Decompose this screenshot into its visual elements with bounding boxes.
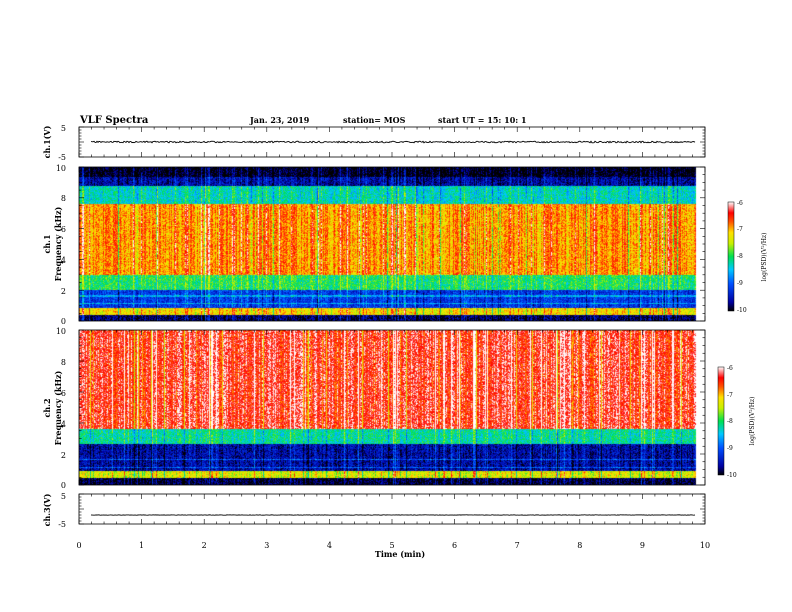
waveform-line [90, 140, 696, 144]
start-time-label: start UT = 15: 10: 1 [438, 115, 527, 125]
ch1-spectrogram-ticks [78, 166, 706, 322]
x-tick-label: 2 [202, 541, 207, 550]
ch3-ytick-bottom: -5 [58, 520, 66, 529]
x-tick-label: 8 [577, 541, 582, 550]
ch1-freq-tick-6: 6 [61, 225, 66, 234]
x-tick-label: 0 [76, 541, 81, 550]
x-tick-label: 6 [452, 541, 457, 550]
cb2-tick-m10: -10 [727, 472, 737, 479]
x-axis-label: Time (min) [375, 549, 425, 559]
ch1-freq-tick-0: 0 [61, 317, 66, 326]
ch1-colorbar: -6 -7 -8 -9 -10 log(PSD)(V²/Hz) [727, 200, 768, 314]
x-tick-label: 3 [264, 541, 269, 550]
ch2-spectrogram-ticks [78, 329, 706, 486]
cb2-tick-m9: -9 [727, 445, 733, 452]
ch2-freq-tick-10: 10 [56, 327, 66, 336]
ch2-freq-tick-2: 2 [61, 451, 66, 460]
ch1-waveform-ylabel: ch.1(V) [42, 125, 52, 158]
x-tick-label: 10 [700, 541, 710, 550]
ch2-colorbar: -6 -7 -8 -9 -10 log(PSD)(V²/Hz) [717, 365, 756, 479]
ch2-freq-tick-4: 4 [61, 420, 66, 429]
x-tick-label: 5 [389, 541, 394, 550]
ch1-spectrogram-ylabel: ch.1Frequency (kHz) [42, 206, 63, 281]
station-label: station= MOS [343, 115, 406, 125]
ylabel-frequency: Frequency (kHz) [53, 206, 63, 281]
cb2-tick-m7: -7 [727, 392, 733, 399]
x-tick-label: 9 [640, 541, 645, 550]
cb2-tick-m6: -6 [727, 365, 733, 372]
cb2-label: log(PSD)(V²/Hz) [749, 397, 756, 446]
ch1-freq-tick-2: 2 [61, 287, 66, 296]
panel-ch2-spectrogram: 0 2 4 6 8 10 ch.2Frequency (kHz) [42, 327, 706, 490]
cb1-label: log(PSD)(V²/Hz) [761, 233, 768, 282]
cb1-tick-m7: -7 [737, 226, 743, 233]
figure-title: VLF Spectra [79, 115, 149, 126]
ch2-freq-tick-6: 6 [61, 389, 66, 398]
ch1-ytick-top: 5 [61, 124, 66, 133]
ch2-freq-tick-8: 8 [61, 358, 66, 367]
ch1-spectrogram-image [79, 167, 705, 321]
x-axis-tick-labels: 0 1 2 3 4 5 6 7 8 9 10 [76, 541, 710, 550]
ylabel-channel: ch.2 [42, 398, 52, 417]
cb2-tick-m8: -8 [727, 418, 733, 425]
cb1-tick-m6: -6 [737, 200, 743, 207]
panel-ch1-spectrogram: 0 2 4 6 8 10 ch.1Frequency (kHz) [42, 164, 706, 326]
x-tick-label: 4 [327, 541, 332, 550]
ch3-waveform-ticks [78, 493, 706, 525]
ch1-freq-tick-4: 4 [61, 256, 66, 265]
ch1-freq-tick-10: 10 [56, 164, 66, 173]
panel-ch3-waveform: 5 -5 ch.3(V) [42, 492, 706, 529]
date-label: Jan. 23, 2019 [249, 115, 310, 125]
ch1-waveform-trace [90, 140, 696, 144]
ch3-waveform-ylabel: ch.3(V) [42, 493, 52, 526]
ch1-ytick-bottom: -5 [58, 153, 66, 162]
panel-ch1-waveform: 5 -5 ch.1(V) [42, 124, 706, 162]
ch1-waveform-ticks [78, 126, 706, 158]
cb1-tick-m9: -9 [737, 280, 743, 287]
ch2-spectrogram-ylabel: ch.2Frequency (kHz) [42, 370, 63, 445]
x-tick-label: 1 [139, 541, 144, 550]
cb1-tick-m10: -10 [737, 307, 747, 314]
ylabel-frequency: Frequency (kHz) [53, 370, 63, 445]
x-tick-label: 7 [515, 541, 520, 550]
ch2-freq-tick-0: 0 [61, 481, 66, 490]
ch1-freq-tick-8: 8 [61, 194, 66, 203]
cb1-tick-m8: -8 [737, 253, 743, 260]
ch2-spectrogram-image [79, 330, 705, 485]
ylabel-channel: ch.1 [42, 234, 52, 253]
ch3-ytick-top: 5 [61, 492, 66, 501]
